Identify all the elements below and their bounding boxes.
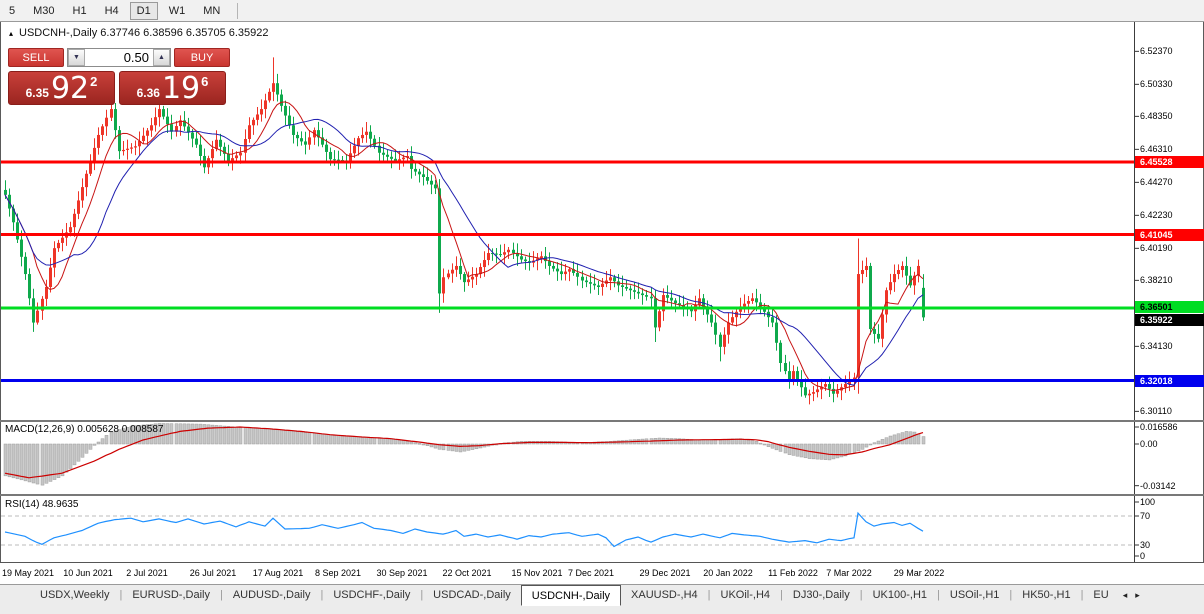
ask-price-small: 6.36 (136, 86, 160, 100)
date-axis-label: 17 Aug 2021 (252, 568, 304, 578)
date-axis-label: 15 Nov 2021 (511, 568, 563, 578)
price-axis-label: 6.30110 (1140, 406, 1172, 417)
date-axis-label: 29 Dec 2021 (639, 568, 691, 578)
panel-splitter-macd[interactable] (0, 420, 1204, 422)
tab-usdx-weekly[interactable]: USDX,Weekly (40, 589, 110, 601)
tab-usoil-h1[interactable]: USOil-,H1 (949, 589, 1000, 601)
date-axis: 19 May 2021 10 Jun 2021 2 Jul 2021 26 Jul 2… (0, 562, 1204, 585)
date-axis-label: 26 Jul 2021 (189, 568, 237, 578)
date-axis-label: 20 Jan 2022 (703, 568, 753, 578)
tab-uk100-h1[interactable]: UK100-,H1 (872, 589, 928, 601)
bid-price-box[interactable]: 6.35 92 2 (8, 71, 115, 105)
bid-price-small: 6.35 (25, 86, 49, 100)
panel-splitter-rsi[interactable] (0, 494, 1204, 496)
chart-tab-bar: USDX,Weekly | EURUSD-,Daily | AUDUSD-,Daily |… (0, 584, 1204, 614)
chart-tabs: USDX,Weekly | EURUSD-,Daily | AUDUSD-,Daily |… (30, 585, 1119, 606)
support-tag-blue: 6.32018 (1135, 374, 1204, 387)
bid-price-big: 92 (50, 71, 90, 106)
tab-eurusd-daily[interactable]: EURUSD-,Daily (132, 589, 210, 601)
ask-price-big: 19 (161, 71, 201, 106)
tabs-scroll-left-icon[interactable]: ◂ (1122, 590, 1128, 600)
volume-stepper: ▼ ▲ (67, 48, 171, 67)
current-price-tag: 6.35922 (1135, 314, 1204, 327)
support-tag-green: 6.36501 (1135, 301, 1204, 313)
tab-eu[interactable]: EU (1093, 589, 1109, 601)
resistance-tag-2: 6.41045 (1135, 228, 1204, 241)
tab-usdcad-daily[interactable]: USDCAD-,Daily (433, 589, 511, 601)
date-axis-label: 29 Mar 2022 (893, 568, 945, 578)
tab-separator: | (937, 589, 940, 601)
tab-separator: | (420, 589, 424, 601)
date-axis-label: 8 Sep 2021 (314, 568, 362, 578)
date-axis-label: 19 May 2021 (1, 568, 55, 578)
price-axis-label: 6.44270 (1140, 177, 1173, 188)
timeframe-button-d1[interactable]: D1 (129, 1, 158, 20)
macd-axis-label: 0.016586 (1140, 422, 1178, 432)
volume-up-icon[interactable]: ▲ (153, 49, 170, 66)
tab-audusd-daily[interactable]: AUDUSD-,Daily (232, 589, 311, 601)
price-axis-label: 6.48350 (1140, 111, 1173, 122)
one-click-trade-widget: SELL ▼ ▲ BUY 6.35 92 2 6.36 19 6 (8, 48, 230, 105)
timeframe-button-mn[interactable]: MN (203, 4, 221, 17)
tab-separator: | (119, 589, 123, 601)
tab-separator: | (859, 589, 863, 601)
timeframe-toolbar: 5 M30 H1 H4 D1 W1 MN (0, 0, 1204, 22)
tab-ukoil-h4[interactable]: UKOil-,H4 (720, 589, 771, 601)
price-axis-border (1134, 22, 1135, 583)
price-axis-label: 6.42230 (1140, 210, 1173, 221)
rsi-axis-label: 30 (1140, 540, 1151, 550)
tab-dj30-daily[interactable]: DJ30-,Daily (792, 589, 850, 601)
price-axis-label: 6.46310 (1140, 144, 1173, 155)
sell-button[interactable]: SELL (8, 48, 64, 67)
date-axis-label: 2 Jul 2021 (126, 568, 168, 578)
price-axis-label: 6.40190 (1140, 243, 1173, 254)
timeframe-button-h1[interactable]: H1 (72, 4, 87, 17)
tab-separator: | (320, 589, 324, 601)
date-axis-label: 22 Oct 2021 (442, 568, 492, 578)
timeframe-button-5[interactable]: 5 (9, 4, 16, 17)
date-axis-label: 11 Feb 2022 (768, 568, 818, 578)
macd-axis-label: -0.03142 (1140, 480, 1176, 491)
macd-axis-label: 0.00 (1140, 439, 1158, 449)
date-axis-label: 10 Jun 2021 (63, 568, 113, 578)
tab-separator: | (219, 589, 223, 601)
rsi-indicator-label: RSI(14) 48.9635 (5, 499, 79, 510)
timeframe-button-w1[interactable]: W1 (168, 4, 186, 17)
chart-title-row: ▴ USDCNH-,Daily 6.37746 6.38596 6.35705 6… (9, 27, 269, 39)
volume-down-icon[interactable]: ▼ (68, 49, 85, 66)
rsi-axis-label: 100 (1140, 497, 1156, 507)
timeframe-button-h4[interactable]: H4 (104, 4, 119, 17)
price-axis-label: 6.52370 (1140, 46, 1173, 57)
price-axis-label: 6.34130 (1140, 341, 1173, 352)
macd-indicator-label: MACD(12,26,9) 0.005628 0.008587 (5, 424, 164, 435)
rsi-axis-label: 70 (1140, 511, 1151, 521)
price-axis-label: 6.50330 (1140, 79, 1173, 90)
date-axis-label: 7 Mar 2022 (826, 568, 872, 578)
bid-price-sup: 2 (90, 74, 98, 89)
resistance-tag-1: 6.45528 (1135, 156, 1204, 168)
tab-usdchf-daily[interactable]: USDCHF-,Daily (333, 589, 411, 601)
tab-separator: | (780, 589, 783, 601)
tab-separator: | (707, 589, 711, 601)
timeframe-buttons: 5 M30 H1 H4 D1 W1 MN (0, 1, 229, 20)
rsi-axis-label: 0 (1140, 551, 1146, 561)
tab-xauusd-h4[interactable]: XAUUSD-,H4 (631, 589, 698, 601)
tab-separator: | (1009, 589, 1013, 601)
price-axis-label: 6.38210 (1140, 275, 1173, 286)
ask-price-box[interactable]: 6.36 19 6 (119, 71, 226, 105)
tabs-scroll-right-icon[interactable]: ▸ (1135, 590, 1140, 600)
date-axis-label: 7 Dec 2021 (567, 568, 615, 578)
toolbar-separator (237, 2, 239, 19)
timeframe-button-m30[interactable]: M30 (33, 4, 55, 17)
buy-button[interactable]: BUY (174, 48, 230, 67)
tab-usdcnh-daily[interactable]: USDCNH-,Daily (520, 585, 622, 606)
collapse-triangle-icon[interactable]: ▴ (9, 29, 14, 38)
chart-title: USDCNH-,Daily 6.37746 6.38596 6.35705 6.… (19, 27, 269, 39)
tab-hk50-h1[interactable]: HK50-,H1 (1022, 589, 1071, 601)
ask-price-sup: 6 (201, 74, 209, 89)
volume-input[interactable] (85, 49, 153, 66)
date-axis-label: 30 Sep 2021 (376, 568, 428, 578)
tab-separator: | (1080, 589, 1084, 601)
